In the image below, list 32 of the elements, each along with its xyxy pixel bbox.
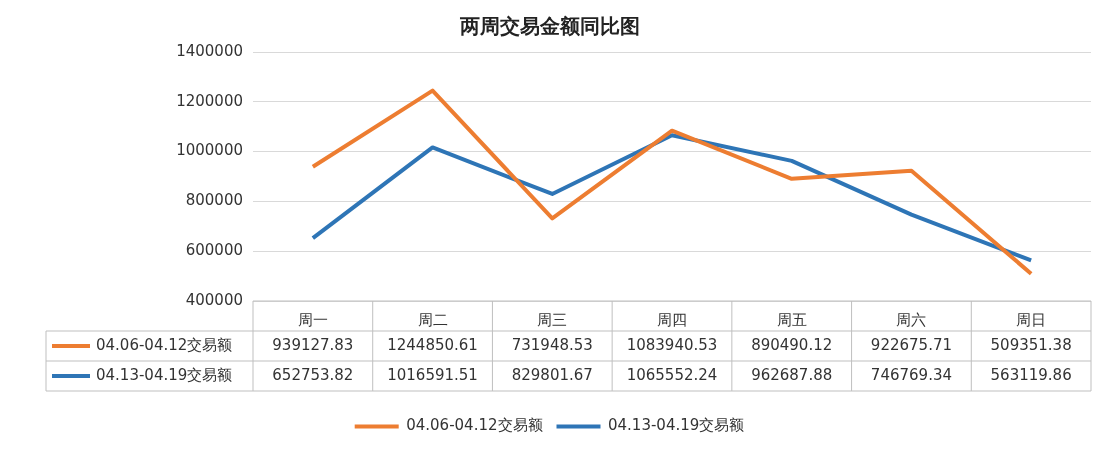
- legend-label: 04.13-04.19交易额: [96, 365, 233, 384]
- y-tick-label: 800000: [185, 191, 243, 210]
- text: 04.06-04.12交易额: [406, 416, 543, 435]
- y-tick-label: 1400000: [176, 41, 243, 60]
- x-tick-label: 周二: [417, 310, 448, 329]
- data-label: 1016591.51: [387, 365, 478, 384]
- data-label: 890490.12: [751, 335, 833, 354]
- data-label: 746769.34: [870, 365, 952, 384]
- data-label: 829801.67: [511, 365, 593, 384]
- x-tick-label: 周一: [297, 310, 328, 329]
- data-label: 922675.71: [870, 335, 952, 354]
- y-tick-label: 400000: [185, 290, 243, 309]
- chart-title: 两周交易金额同比图: [458, 14, 640, 39]
- x-tick-label: 周四: [657, 310, 687, 329]
- data-label: 962687.88: [751, 365, 833, 384]
- data-label: 1083940.53: [626, 335, 718, 354]
- x-tick-label: 周日: [1016, 310, 1047, 329]
- data-label: 939127.83: [272, 335, 354, 354]
- data-label: 1244850.61: [387, 335, 478, 354]
- text: 04.13-04.19交易额: [608, 416, 745, 435]
- x-tick-label: 周三: [537, 310, 568, 329]
- data-label: 652753.82: [272, 365, 354, 384]
- y-tick-label: 600000: [185, 241, 243, 260]
- x-tick-label: 周六: [896, 310, 927, 329]
- y-tick-label: 1200000: [176, 91, 243, 110]
- x-tick-label: 周五: [776, 310, 807, 329]
- y-tick-label: 1000000: [176, 141, 243, 160]
- data-label: 509351.38: [990, 335, 1072, 354]
- data-label: 731948.53: [511, 335, 593, 354]
- legend-label: 04.06-04.12交易额: [96, 335, 233, 354]
- data-label: 1065552.24: [626, 365, 718, 384]
- data-label: 563119.86: [990, 365, 1072, 384]
